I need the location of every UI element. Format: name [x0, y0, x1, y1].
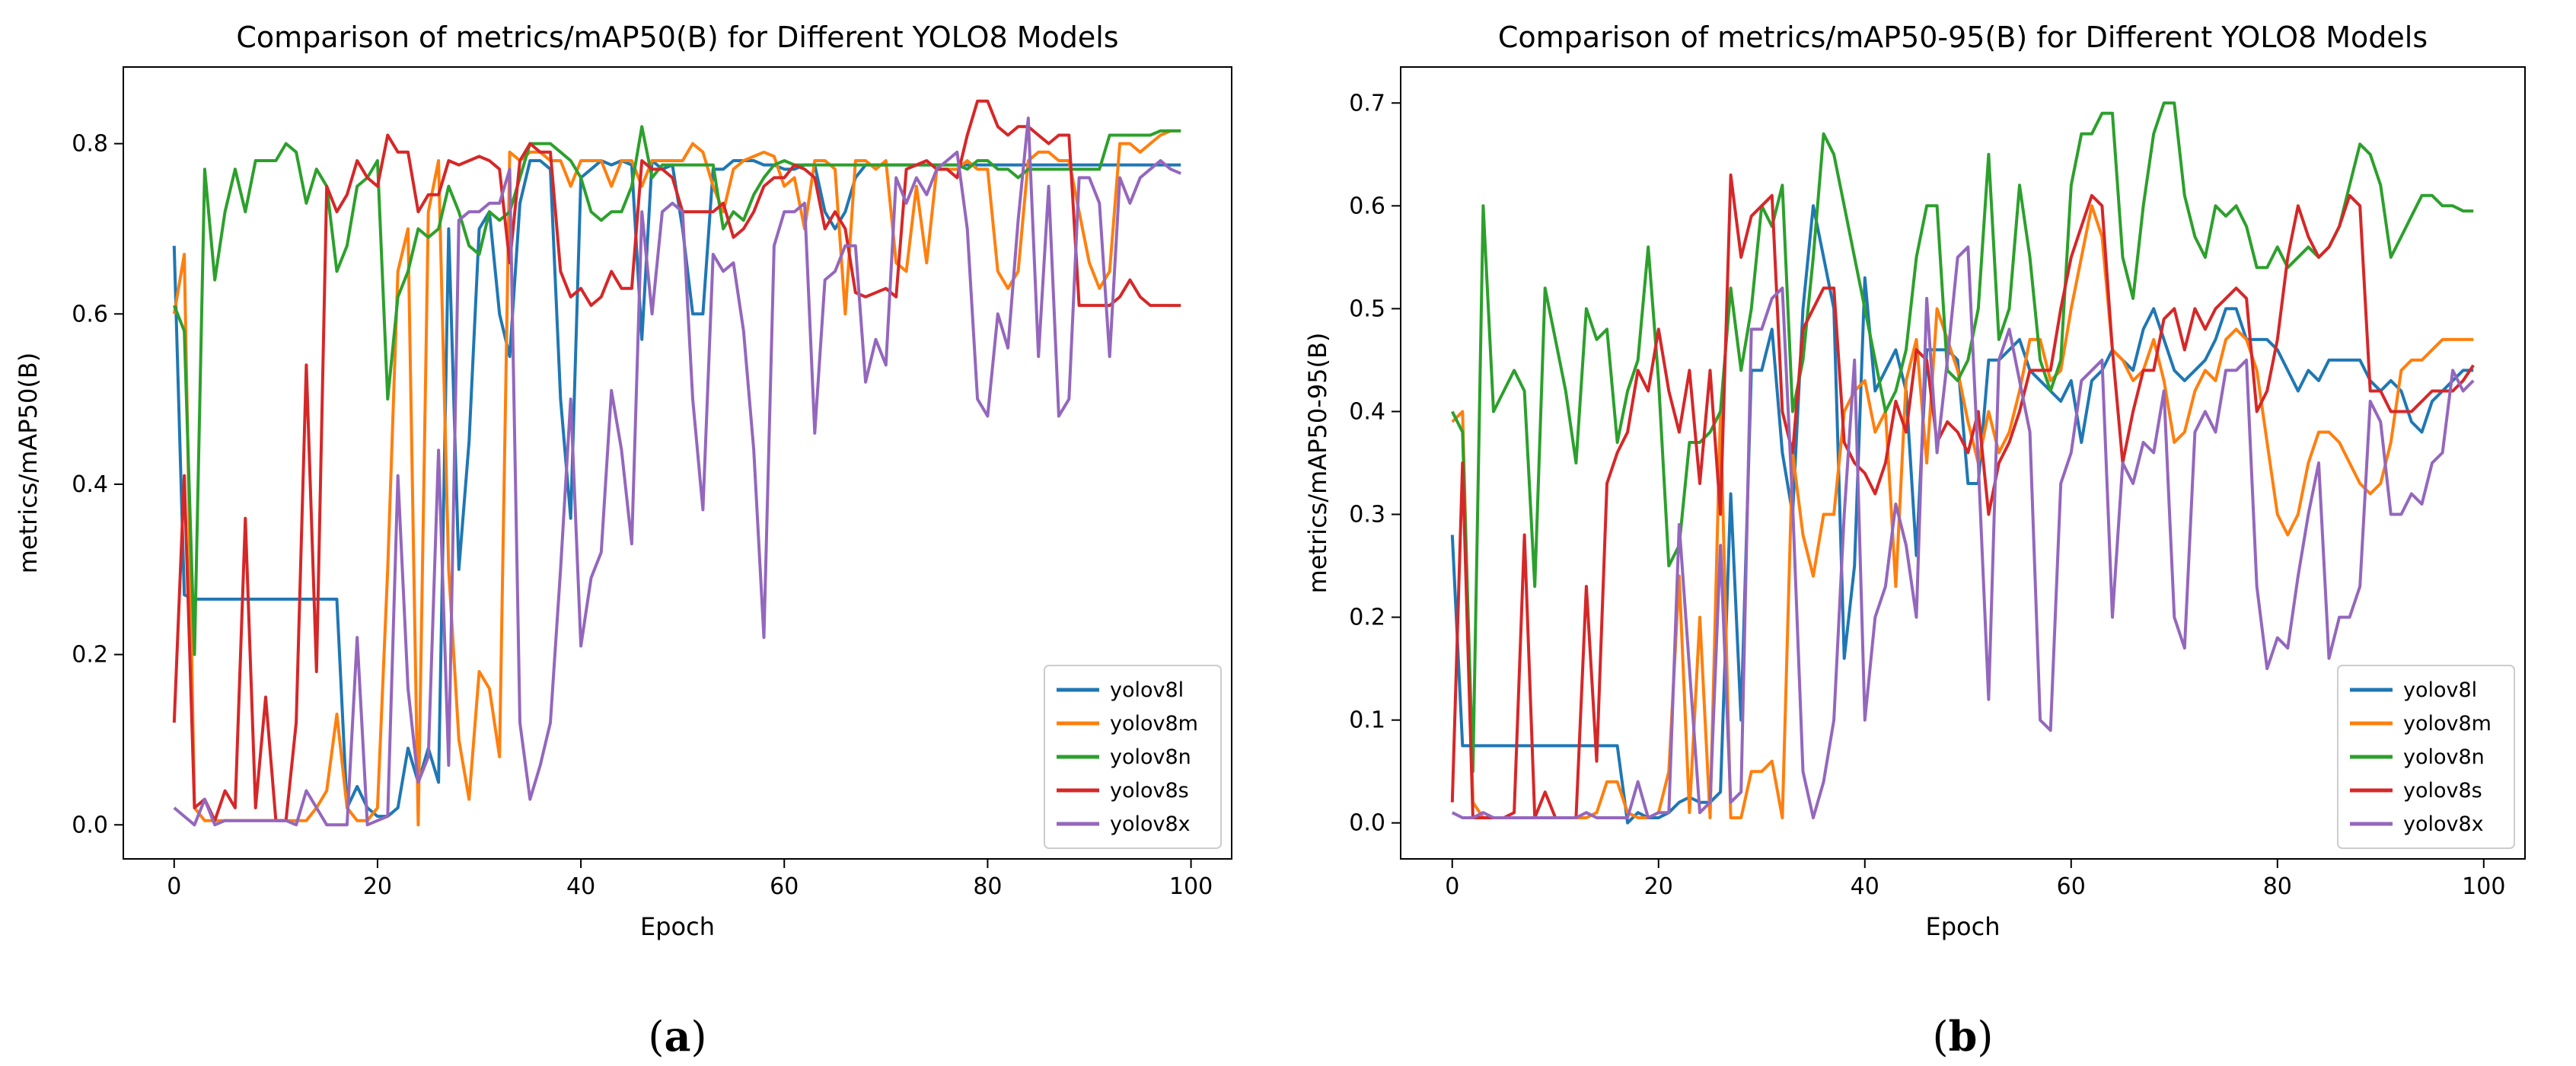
chart-b-svg: Comparison of metrics/mAP50-95(B) for Di…	[1303, 21, 2526, 1061]
chart-a-legend: yolov8l yolov8m yolov8n yolov8s yolov8x	[1044, 665, 1222, 849]
chart-a-ylabel: metrics/mAP50(B)	[14, 353, 43, 574]
chart-b-caption-letter: b	[1949, 1012, 1978, 1061]
chart-a-series-yolov8n	[172, 125, 1181, 656]
chart-b-ytick-label: 0.7	[1349, 90, 1385, 116]
chart-a-caption-close: )	[691, 1013, 707, 1061]
chart-b-caption-open: (	[1933, 1013, 1949, 1061]
chart-a-xtick-label: 0	[167, 873, 181, 900]
chart-a-series-yolov8x	[173, 116, 1181, 827]
chart-b-ytick-label: 0.4	[1349, 398, 1385, 425]
chart-a-ytick-label: 0.0	[72, 812, 108, 838]
chart-a-legend-label-yolov8s: yolov8s	[1110, 779, 1189, 803]
chart-b-legend-label-yolov8x: yolov8x	[2403, 812, 2484, 836]
chart-b-series-yolov8m	[1451, 204, 2474, 819]
chart-b-legend-label-yolov8m: yolov8m	[2403, 712, 2492, 736]
chart-b-caption-close: )	[1977, 1013, 1993, 1061]
chart-a-ytick-label: 0.6	[72, 301, 108, 327]
chart-b-ytick-label: 0.0	[1349, 810, 1385, 837]
chart-a-svg: Comparison of metrics/mAP50(B) for Diffe…	[14, 21, 1232, 1061]
chart-a-legend-label-yolov8x: yolov8x	[1110, 812, 1191, 836]
chart-b-xlabel: Epoch	[1926, 912, 2001, 941]
chart-a-series-yolov8s	[172, 99, 1181, 822]
chart-a-title: Comparison of metrics/mAP50(B) for Diffe…	[236, 21, 1118, 54]
chart-b-series-yolov8l	[1450, 204, 2474, 825]
chart-b-axes-frame	[1400, 66, 2526, 860]
chart-b-legend: yolov8l yolov8m yolov8n yolov8s yolov8x	[2337, 665, 2515, 849]
chart-a-ytick-label: 0.8	[72, 131, 108, 158]
panel-a: Comparison of metrics/mAP50(B) for Diffe…	[14, 21, 1232, 1061]
chart-b-series-yolov8n	[1451, 101, 2474, 774]
chart-a-xtick-label: 100	[1169, 873, 1213, 900]
chart-a-xlabel: Epoch	[640, 912, 715, 941]
chart-b-legend-label-yolov8s: yolov8s	[2403, 779, 2482, 803]
chart-b-plot-area	[1450, 101, 2475, 825]
chart-a-legend-label-yolov8n: yolov8n	[1110, 745, 1191, 769]
chart-a-legend-label-yolov8m: yolov8m	[1110, 712, 1198, 736]
chart-b-xtick-label: 20	[1644, 873, 1673, 900]
chart-a-legend-label-yolov8l: yolov8l	[1110, 678, 1184, 702]
chart-a-ytick-label: 0.4	[72, 471, 108, 498]
chart-a-xtick-label: 60	[770, 873, 799, 900]
chart-b-ytick-label: 0.6	[1349, 193, 1385, 219]
chart-b-title: Comparison of metrics/mAP50-95(B) for Di…	[1498, 21, 2428, 54]
chart-b-caption: (b)	[1933, 1012, 1994, 1061]
chart-b-ytick-label: 0.3	[1349, 502, 1385, 528]
chart-b-ytick-label: 0.5	[1349, 295, 1385, 322]
chart-b-legend-box	[2337, 665, 2515, 849]
chart-a-xtick-label: 40	[566, 873, 595, 900]
chart-b-legend-label-yolov8n: yolov8n	[2403, 745, 2485, 769]
chart-a-axes-frame	[123, 66, 1232, 860]
chart-b-ytick-label: 0.1	[1349, 707, 1385, 734]
chart-b-ytick-label: 0.2	[1349, 605, 1385, 631]
chart-a-xtick-label: 20	[363, 873, 392, 900]
chart-b-xtick-label: 40	[1851, 873, 1879, 900]
chart-b-xtick-label: 60	[2057, 873, 2086, 900]
chart-b-series-yolov8x	[1451, 245, 2475, 819]
chart-b-legend-label-yolov8l: yolov8l	[2403, 678, 2477, 702]
chart-b-xtick-label: 80	[2263, 873, 2292, 900]
chart-a-xtick-label: 80	[973, 873, 1002, 900]
chart-a-caption-open: (	[648, 1013, 664, 1061]
chart-b-xtick-label: 100	[2462, 873, 2505, 900]
chart-b-xtick-label: 0	[1445, 873, 1459, 900]
chart-a-caption: (a)	[648, 1012, 706, 1061]
chart-b-series-yolov8s	[1450, 173, 2475, 819]
chart-a-legend-box	[1044, 665, 1222, 849]
chart-b-ylabel: metrics/mAP50-95(B)	[1303, 333, 1332, 594]
chart-a-ytick-label: 0.2	[72, 642, 108, 669]
chart-a-caption-letter: a	[665, 1012, 691, 1061]
chart-a-plot-area	[172, 99, 1181, 827]
panel-b: Comparison of metrics/mAP50-95(B) for Di…	[1288, 0, 2576, 1066]
